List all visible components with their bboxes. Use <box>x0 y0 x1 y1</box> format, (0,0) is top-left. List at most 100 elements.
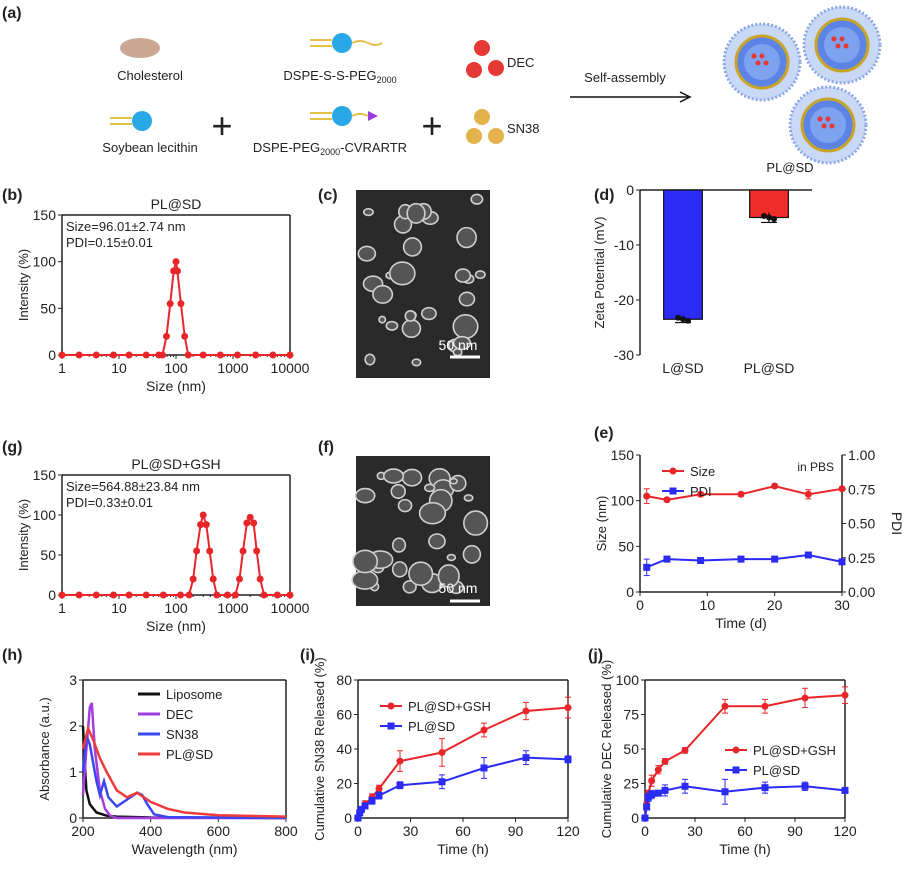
data-point <box>368 797 376 805</box>
data-point <box>173 267 181 275</box>
y-tick-label: 0 <box>69 810 77 826</box>
data-point <box>438 748 446 756</box>
particle <box>456 226 478 249</box>
particle <box>402 237 423 257</box>
liposome-core <box>744 44 780 80</box>
y-axis-label: Cumulative SN38 Released (%) <box>312 657 327 841</box>
scale-bar-label: 50 nm <box>439 337 478 353</box>
sn38-label: SN38 <box>507 121 540 136</box>
series-line <box>81 734 287 820</box>
legend-label: PL@SD+GSH <box>408 699 491 714</box>
dspe-peg-cvrartr-label: DSPE-PEG2000-CVRARTR <box>253 140 407 157</box>
chart-title: PL@SD <box>151 196 202 212</box>
chart-i: 0 20 40 60 80 0 30 60 90 120 Time (h) Cumulative SN… <box>312 657 580 857</box>
data-point <box>260 591 268 599</box>
particle <box>357 245 377 262</box>
particle <box>364 353 376 366</box>
y-tick-label: 0 <box>48 587 56 603</box>
y-tick-label-right: 0.00 <box>848 584 875 600</box>
x-axis-label: Time (h) <box>719 841 771 857</box>
y-tick-label: 0 <box>631 810 639 826</box>
annotation: in PBS <box>797 460 834 474</box>
data-point <box>675 314 681 321</box>
panel-label-a: (a) <box>2 5 22 22</box>
chart-g: 0 50 100 150 1 10 100 1000 10000 Size (nm) Intensi… <box>16 456 310 634</box>
y-tick-label: 0 <box>48 347 56 363</box>
y-tick-label: 0 <box>626 182 634 198</box>
y-tick-label: 60 <box>336 707 352 723</box>
data-point <box>184 351 192 359</box>
y-tick-label: 100 <box>616 672 640 688</box>
y-tick-label-right: 1.00 <box>848 447 875 463</box>
x-tick-label: 1000 <box>217 360 248 376</box>
plus-sign: + <box>211 105 232 146</box>
chart-j: 0 25 50 75 100 0 30 60 90 120 Time (h) Cumulative D… <box>599 660 857 857</box>
data-point <box>804 490 812 498</box>
data-point <box>766 214 772 221</box>
y-tick-label: 150 <box>611 447 635 463</box>
data-point <box>438 778 446 786</box>
x-tick-label: 400 <box>139 823 163 839</box>
x-tick-label: 10 <box>111 360 127 376</box>
x-tick-label: 1000 <box>217 600 248 616</box>
x-tick-label: 120 <box>556 823 580 839</box>
x-tick-label: 800 <box>274 823 298 839</box>
lecithin-icon <box>110 111 152 131</box>
data-point <box>269 351 277 359</box>
dspe-ss-peg-icon <box>310 33 383 53</box>
particle <box>385 320 399 331</box>
x-axis-label: Size (nm) <box>146 618 206 634</box>
x-axis-label: Size (nm) <box>146 378 206 394</box>
dec-particle <box>821 123 827 129</box>
x-tick-label: 10 <box>700 597 716 613</box>
data-point <box>661 757 669 765</box>
particle <box>397 498 413 513</box>
dec-particle <box>831 36 837 42</box>
y-tick-label: 50 <box>40 547 56 563</box>
series-line <box>357 756 569 819</box>
legend-marker <box>669 487 677 495</box>
data-point <box>75 351 83 359</box>
data-point <box>838 485 846 493</box>
data-point <box>801 694 809 702</box>
dec-particle <box>825 116 831 122</box>
data-point <box>801 782 809 790</box>
data-point <box>761 702 769 710</box>
data-point <box>216 351 224 359</box>
particle <box>462 544 482 564</box>
y-tick-label: 100 <box>611 493 635 509</box>
particle <box>423 483 436 493</box>
particle <box>408 561 434 587</box>
data-point <box>648 791 656 799</box>
data-point <box>125 351 133 359</box>
x-tick-label: 90 <box>787 823 803 839</box>
annotation: Size=96.01±2.74 nm <box>66 219 186 234</box>
x-tick-label: 20 <box>767 597 783 613</box>
y-tick-label: -20 <box>614 292 634 308</box>
data-point <box>654 766 662 774</box>
x-tick-label: 1 <box>58 600 66 616</box>
legend-marker <box>732 766 740 774</box>
data-point <box>239 547 247 555</box>
data-point <box>804 551 812 559</box>
x-tick-label: 0 <box>641 823 649 839</box>
x-tick-label: 60 <box>455 823 471 839</box>
particle <box>372 284 394 304</box>
x-tick-label: PL@SD <box>744 360 795 376</box>
particle <box>452 335 472 351</box>
data-point <box>643 563 651 571</box>
data-point <box>273 591 281 599</box>
soybean-lecithin-label: Soybean lecithin <box>102 140 197 155</box>
particle <box>401 468 423 487</box>
data-point <box>286 591 294 599</box>
data-point <box>771 216 777 222</box>
particle <box>470 193 484 205</box>
particle <box>391 561 408 578</box>
particle <box>446 553 457 562</box>
x-axis-label: Time (d) <box>715 615 767 631</box>
series-line <box>62 261 290 356</box>
particle <box>388 261 416 286</box>
data-point <box>841 691 849 699</box>
data-point <box>681 782 689 790</box>
dec-particle <box>759 53 765 59</box>
